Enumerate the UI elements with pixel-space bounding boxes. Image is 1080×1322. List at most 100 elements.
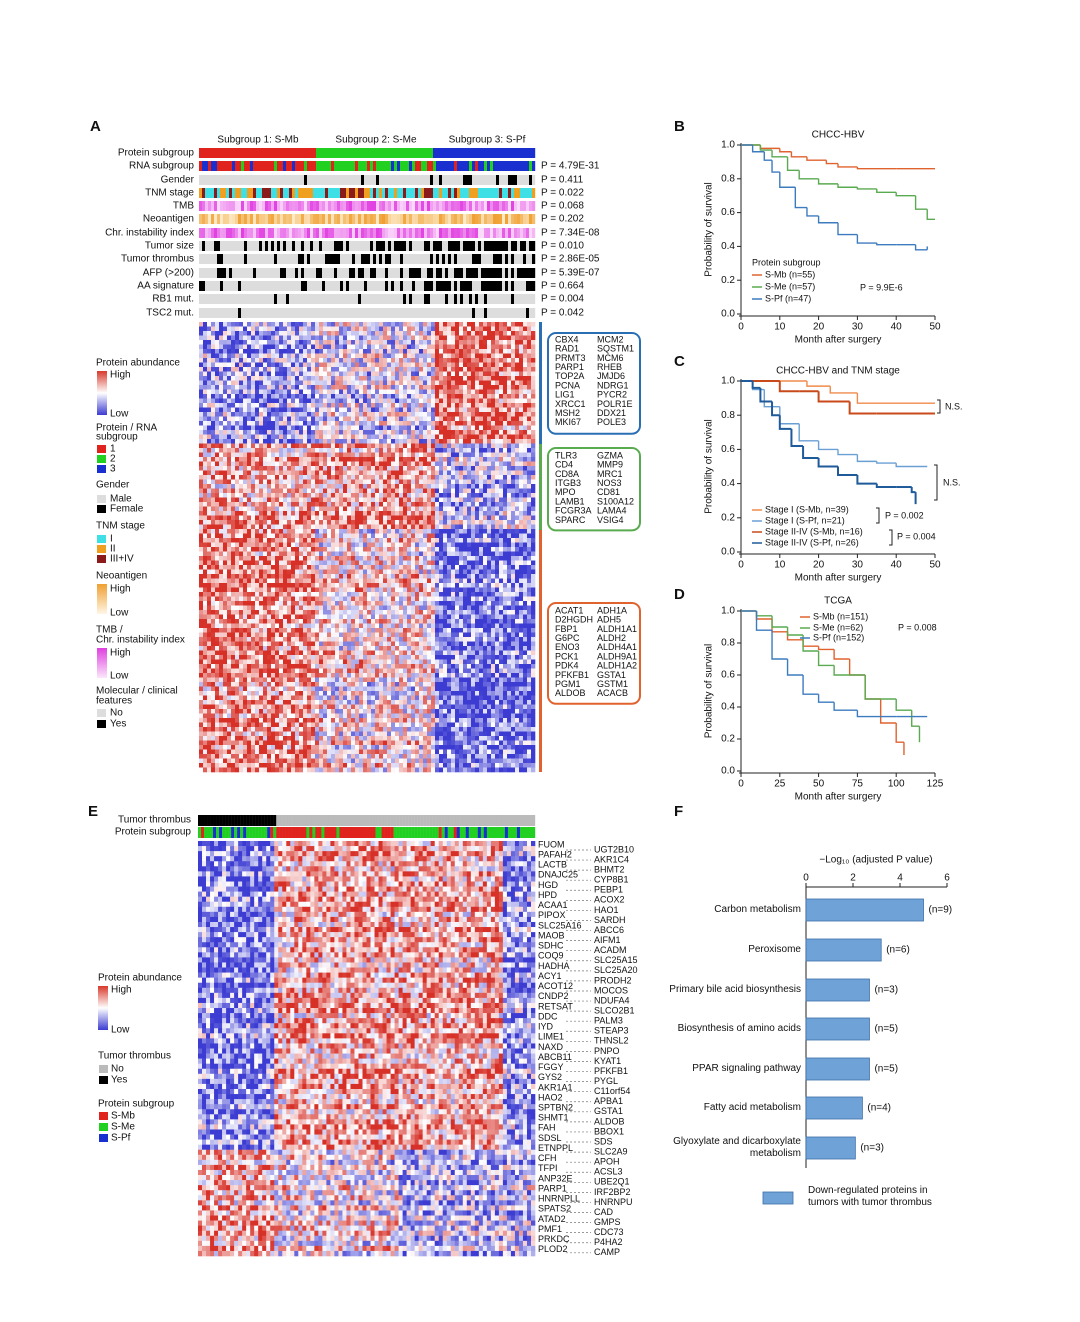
track-cell <box>304 201 308 211</box>
heatmap-cell <box>363 497 368 503</box>
track-cell <box>283 161 287 171</box>
heatmap-cell <box>303 358 308 363</box>
heatmap-cell <box>323 389 328 395</box>
heatmap-cell <box>375 434 380 440</box>
heatmap-cell <box>211 452 216 458</box>
heatmap-cell <box>431 331 436 336</box>
heatmap-cell <box>371 403 376 408</box>
track-cell <box>484 294 488 304</box>
heatmap-cell <box>315 412 320 417</box>
heatmap-cell <box>203 493 208 498</box>
heatmap-cell <box>335 506 340 512</box>
track-cell <box>274 241 278 251</box>
heatmap-cell <box>431 407 436 413</box>
track-cell <box>526 254 530 264</box>
track-cell <box>358 188 362 198</box>
heatmap-cell <box>199 362 204 368</box>
heatmap-cell <box>479 380 484 386</box>
heatmap-cell <box>251 349 256 354</box>
heatmap-cell <box>471 488 476 494</box>
track-cell <box>397 228 401 238</box>
heatmap-cell <box>203 335 208 341</box>
heatmap-cell <box>363 502 368 507</box>
heatmap-cell <box>319 358 324 363</box>
heatmap-cell <box>299 362 304 368</box>
heatmap-cell <box>303 326 308 332</box>
heatmap-cell <box>251 434 256 440</box>
heatmap-cell <box>259 425 264 431</box>
heatmap-cell <box>351 331 356 336</box>
heatmap-cell <box>299 488 304 494</box>
heatmap-cell <box>311 407 316 413</box>
track-cell <box>472 188 476 198</box>
heatmap-cell <box>471 484 476 489</box>
heatmap-cell <box>239 448 244 453</box>
heatmap-cell <box>415 443 420 449</box>
heatmap-cell <box>259 457 264 462</box>
heatmap-cell <box>527 362 532 368</box>
heatmap-cell <box>279 385 284 390</box>
track-cell <box>298 268 302 278</box>
heatmap-cell <box>395 362 400 368</box>
heatmap-cell <box>247 457 252 462</box>
heatmap-cell <box>487 403 492 408</box>
heatmap-cell <box>275 461 280 467</box>
track-cell <box>304 281 308 291</box>
heatmap-cell <box>467 425 472 431</box>
track-cell <box>292 148 296 158</box>
track-cell <box>280 294 284 304</box>
annotation-track <box>199 175 536 185</box>
heatmap-cell <box>391 443 396 449</box>
heatmap-cell <box>495 484 500 489</box>
heatmap-cell <box>435 380 440 386</box>
heatmap-cell <box>395 335 400 341</box>
track-cell <box>505 161 509 171</box>
heatmap-cell <box>443 349 448 354</box>
heatmap-cell <box>499 484 504 489</box>
heatmap-cell <box>443 421 448 426</box>
heatmap-cell <box>399 326 404 332</box>
heatmap-cell <box>479 502 484 507</box>
track-cell <box>211 175 215 185</box>
heatmap-cell <box>307 497 312 503</box>
heatmap-cell <box>411 358 416 363</box>
heatmap-cell <box>487 488 492 494</box>
heatmap-cell <box>363 412 368 417</box>
heatmap-cell <box>395 475 400 480</box>
track-cell <box>379 161 383 171</box>
heatmap-cell <box>475 497 480 503</box>
heatmap-cell <box>295 412 300 417</box>
heatmap-cell <box>355 506 360 512</box>
heatmap-cell <box>515 493 520 498</box>
heatmap-cell <box>247 398 252 404</box>
heatmap-cell <box>451 376 456 381</box>
heatmap-cell <box>519 443 524 449</box>
heatmap-cell <box>275 493 280 498</box>
track-cell <box>358 214 362 224</box>
track-cell <box>316 281 320 291</box>
heatmap-cell <box>203 371 208 377</box>
heatmap-cell <box>303 484 308 489</box>
track-cell <box>397 268 401 278</box>
heatmap-cell <box>223 344 228 350</box>
heatmap-cell <box>343 376 348 381</box>
track-cell <box>334 241 338 251</box>
heatmap-cell <box>391 340 396 345</box>
heatmap-cell <box>247 425 252 431</box>
track-cell <box>397 241 401 251</box>
track-cell <box>487 214 491 224</box>
heatmap-cell <box>455 407 460 413</box>
heatmap-cell <box>319 484 324 489</box>
heatmap-cell <box>295 479 300 485</box>
heatmap-cell <box>383 362 388 368</box>
heatmap-cell <box>203 439 208 444</box>
heatmap-cell <box>435 493 440 498</box>
heatmap-cell <box>279 344 284 350</box>
heatmap-cell <box>455 475 460 480</box>
track-cell <box>289 254 293 264</box>
track-cell <box>223 201 227 211</box>
heatmap-cell <box>231 367 236 372</box>
heatmap-cell <box>239 416 244 422</box>
heatmap-cell <box>239 434 244 440</box>
track-cell <box>433 254 437 264</box>
